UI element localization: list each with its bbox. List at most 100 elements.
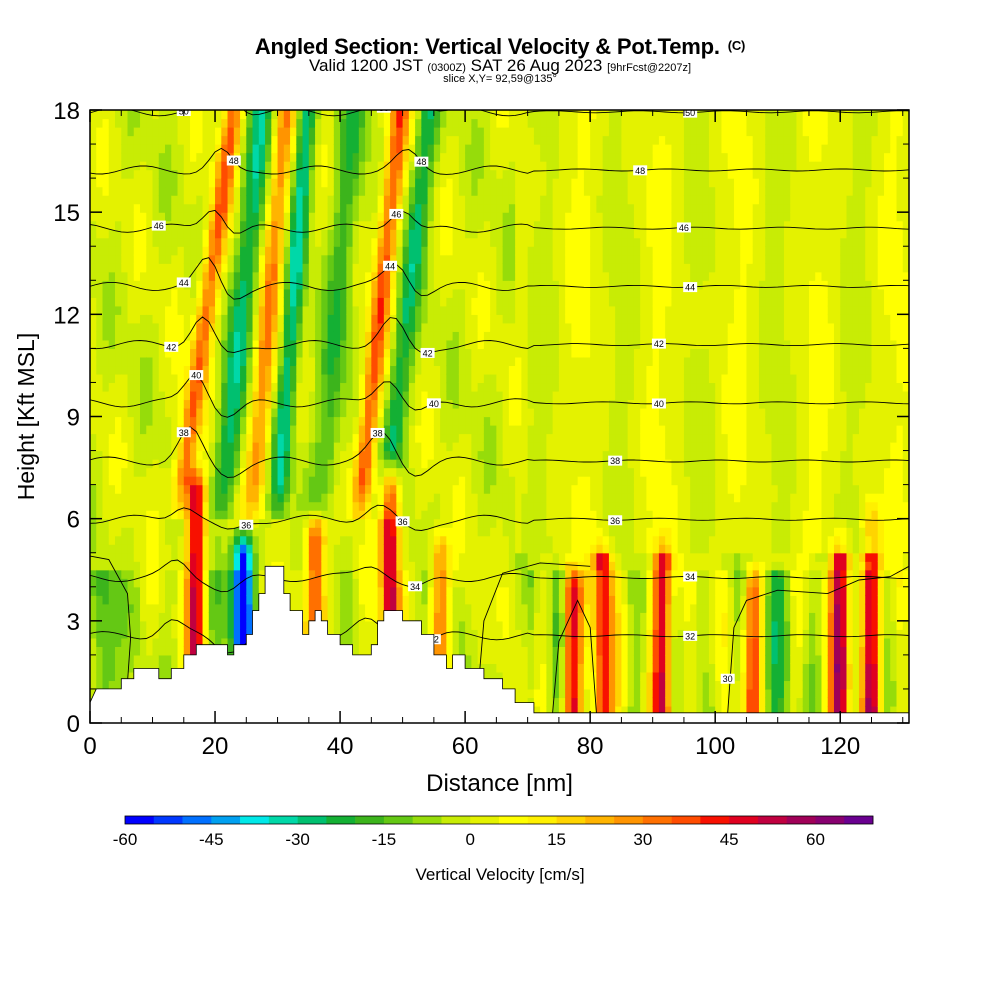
velocity-cell — [296, 484, 304, 494]
velocity-cell — [296, 118, 304, 128]
velocity-cell — [471, 135, 479, 145]
velocity-cell — [383, 297, 391, 307]
velocity-cell — [277, 544, 285, 554]
velocity-cell — [240, 229, 247, 239]
velocity-cell — [277, 229, 285, 239]
velocity-cell — [465, 118, 472, 128]
velocity-cell — [190, 271, 197, 281]
velocity-cell — [196, 425, 204, 435]
velocity-cell — [452, 127, 460, 137]
velocity-cell — [290, 271, 297, 281]
velocity-cell — [340, 254, 347, 264]
velocity-cell — [458, 399, 466, 409]
velocity-cell — [121, 305, 129, 315]
velocity-cell — [227, 186, 235, 196]
velocity-cell — [183, 450, 191, 460]
velocity-cell — [140, 510, 147, 520]
velocity-cell — [165, 127, 172, 137]
velocity-cell — [240, 476, 247, 486]
velocity-cell — [146, 195, 154, 205]
velocity-cell — [152, 203, 160, 213]
velocity-cell — [427, 212, 435, 222]
velocity-cell — [283, 127, 291, 137]
velocity-cell — [196, 322, 204, 332]
velocity-cell — [515, 450, 522, 460]
velocity-cell — [177, 442, 185, 452]
velocity-cell — [271, 229, 279, 239]
velocity-cell — [515, 629, 522, 639]
velocity-cell — [365, 365, 372, 375]
velocity-cell — [271, 186, 279, 196]
velocity-cell — [240, 459, 247, 469]
velocity-cell — [427, 586, 435, 596]
velocity-cell — [152, 561, 160, 571]
velocity-cell — [321, 595, 329, 605]
velocity-cell — [177, 271, 185, 281]
velocity-cell — [502, 127, 510, 137]
velocity-cell — [390, 399, 397, 409]
velocity-cell — [271, 237, 279, 247]
velocity-cell — [277, 425, 285, 435]
velocity-cell — [308, 203, 316, 213]
velocity-cell — [340, 535, 347, 545]
velocity-cell — [196, 501, 204, 511]
velocity-cell — [421, 493, 429, 503]
velocity-cell — [371, 467, 379, 477]
velocity-cell — [465, 603, 472, 613]
velocity-cell — [90, 663, 97, 673]
velocity-cell — [465, 305, 472, 315]
velocity-cell — [108, 390, 116, 401]
velocity-cell — [415, 603, 422, 613]
velocity-cell — [521, 671, 529, 682]
velocity-cell — [233, 476, 241, 486]
velocity-cell — [146, 407, 154, 418]
velocity-cell — [308, 552, 316, 562]
velocity-cell — [458, 339, 466, 349]
velocity-cell — [415, 535, 422, 545]
velocity-cell — [396, 237, 404, 247]
velocity-cell — [283, 203, 291, 213]
velocity-cell — [502, 467, 510, 477]
velocity-cell — [90, 433, 97, 443]
velocity-cell — [490, 493, 497, 503]
velocity-cell — [202, 390, 210, 401]
velocity-cell — [408, 195, 416, 205]
velocity-cell — [227, 220, 235, 230]
velocity-cell — [302, 544, 310, 554]
velocity-cell — [321, 237, 329, 247]
velocity-cell — [415, 229, 422, 239]
velocity-cell — [471, 348, 479, 358]
velocity-cell — [421, 365, 429, 375]
velocity-cell — [483, 425, 491, 435]
velocity-cell — [346, 407, 354, 418]
velocity-cell — [283, 263, 291, 273]
velocity-cell — [352, 399, 360, 409]
velocity-cell — [346, 552, 354, 562]
velocity-cell — [458, 407, 466, 418]
velocity-cell — [496, 288, 504, 298]
velocity-cell — [96, 450, 104, 460]
velocity-cell — [508, 544, 516, 554]
velocity-cell — [183, 578, 191, 588]
velocity-cell — [290, 152, 297, 162]
velocity-cell — [446, 561, 454, 571]
velocity-cell — [190, 561, 197, 571]
velocity-cell — [396, 118, 404, 128]
velocity-cell — [458, 569, 466, 579]
velocity-cell — [233, 382, 241, 392]
velocity-cell — [371, 442, 379, 452]
velocity-cell — [346, 518, 354, 528]
velocity-cell — [221, 390, 229, 401]
velocity-cell — [152, 110, 160, 120]
velocity-cell — [121, 365, 129, 375]
velocity-cell — [133, 382, 141, 392]
velocity-cell — [96, 152, 104, 162]
velocity-cell — [427, 254, 435, 264]
velocity-cell — [315, 382, 322, 392]
velocity-cell — [383, 203, 391, 213]
velocity-cell — [440, 407, 447, 418]
velocity-cell — [427, 442, 435, 452]
velocity-cell — [308, 450, 316, 460]
velocity-cell — [365, 314, 372, 324]
velocity-cell — [383, 254, 391, 264]
